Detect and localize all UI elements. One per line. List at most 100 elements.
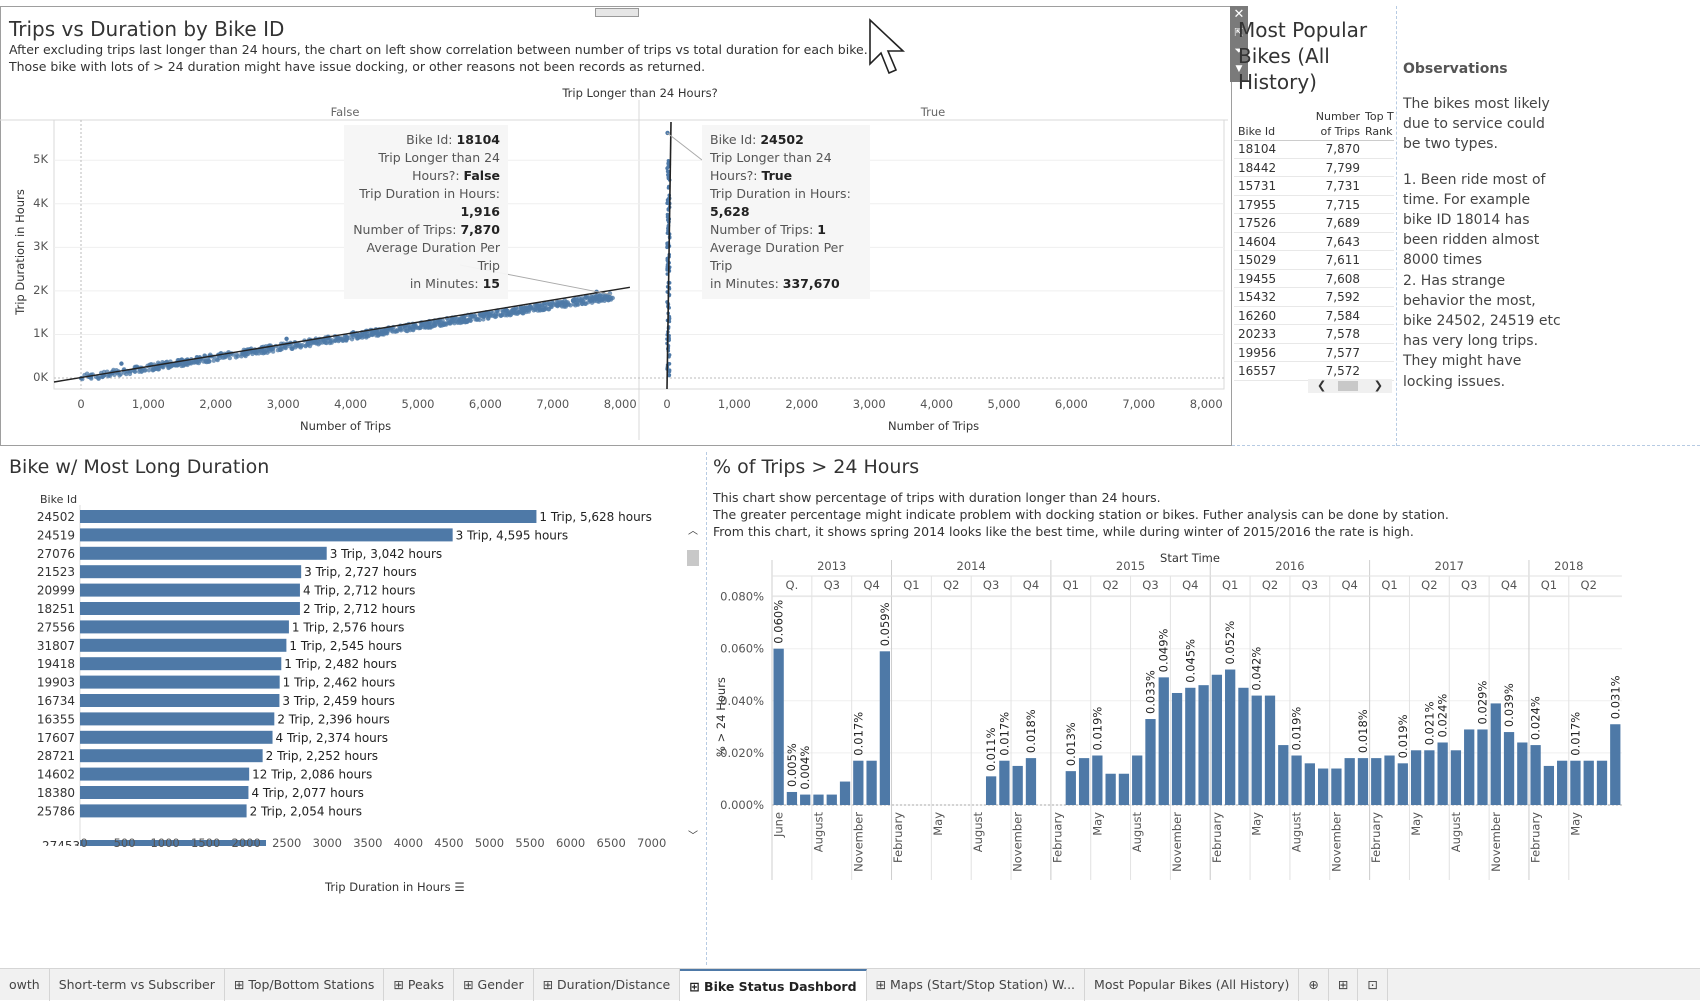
tab-top-bottom-stations[interactable]: ⊞ Top/Bottom Stations [225,968,385,1001]
tab-bike-status-dashboard[interactable]: ⊞ Bike Status Dashbord [680,968,867,1001]
pct-bar [1557,760,1568,805]
tab-peaks[interactable]: ⊞ Peaks [384,968,455,1001]
scatter-point [99,374,104,379]
pct-bar [866,760,877,805]
popular-hscroll[interactable]: ❮ ❯ [1308,379,1392,393]
longduration-xtick: 500 [113,836,136,850]
longduration-xtick: 7000 [637,836,667,850]
popular-row[interactable]: 20233 7,578 [1234,325,1394,344]
scatter-point [462,314,467,320]
popular-bike-id: 20233 [1238,327,1277,341]
popular-row[interactable]: 18104 7,870 [1234,140,1394,159]
scatter-point [665,214,670,218]
scatter-point [384,328,389,333]
popular-row[interactable]: 18442 7,799 [1234,159,1394,177]
scatter-xtick-right: 3,000 [852,397,886,411]
longduration-vscroll[interactable]: ︿ ﹀ [686,522,700,842]
pct-bar-label: 0.004% [798,746,812,790]
close-icon[interactable]: ✕ [1233,7,1245,22]
popular-row[interactable]: 19455 7,608 [1234,270,1394,288]
scatter-point [283,345,288,351]
scatter-point [207,359,212,364]
scatter-point [223,353,229,359]
pct-bar [1384,755,1395,805]
scatter-panel[interactable] [0,6,1232,446]
pct-month-label: February [891,812,905,863]
tab-duration-distance[interactable]: ⊞ Duration/Distance [534,968,681,1001]
longduration-xtick: 1500 [191,836,221,850]
scatter-point [270,346,275,352]
pct-bar-label: 0.060% [772,600,786,644]
tab-most-popular-bikes[interactable]: Most Popular Bikes (All History) [1085,968,1300,1001]
new-worksheet-icon[interactable]: ⊕ [1299,968,1329,1001]
longduration-bar-label: 12 Trip, 2,086 hours [252,768,372,782]
longduration-bar-label: 2 Trip, 2,396 hours [277,712,389,726]
tab-gender[interactable]: ⊞ Gender [454,968,534,1001]
pct-bar [1503,732,1515,805]
longduration-cutoff-row: 27453 [42,840,80,846]
pct-bar-label: 0.019% [1290,707,1304,751]
popular-row[interactable]: 15029 7,611 [1234,251,1394,270]
scatter-point [579,297,584,302]
scroll-right-icon[interactable]: ❯ [1373,379,1383,392]
scatter-point [398,328,404,333]
popular-row[interactable]: 17526 7,689 [1234,214,1394,233]
longduration-bike-id: 24519 [37,528,75,542]
pct-bar-label: 0.021% [1422,701,1436,745]
tab-short-term-vs-subscriber[interactable]: Short-term vs Subscriber [50,968,225,1001]
scroll-up-icon[interactable]: ︿ [688,526,698,537]
pct-bar [1397,763,1408,805]
popular-row[interactable]: 15432 7,592 [1234,288,1394,307]
scatter-point [665,166,669,171]
popular-row[interactable]: 16260 7,584 [1234,307,1394,325]
scatter-title: Trips vs Duration by Bike ID [9,17,285,41]
popular-row[interactable]: 16557 7,572 [1234,362,1394,381]
longduration-bar [80,620,289,634]
popular-bike-id: 16557 [1238,364,1277,378]
scatter-point [227,355,233,361]
scatter-xtick-left: 8,000 [603,397,637,411]
divider-horizontal [1232,445,1700,446]
scroll-down-icon[interactable]: ﹀ [688,831,698,842]
tab-maps[interactable]: ⊞ Maps (Start/Stop Station) W... [867,968,1086,1001]
expand-icon[interactable]: ⇱ [1234,26,1244,39]
scroll-thumb[interactable] [1338,381,1358,391]
scatter-xtick-left: 1,000 [131,397,165,411]
scatter-point [361,334,367,339]
scatter-point [447,320,453,326]
pct-month-label: May [1409,812,1423,836]
pct-bar-label: 0.018% [1356,709,1370,753]
pct-quarter-label: Q4 [863,578,879,592]
pct-bar-label: 0.029% [1475,681,1489,725]
scatter-ylabel: Trip Duration in Hours [13,189,27,315]
scroll-left-icon[interactable]: ❮ [1317,379,1327,392]
popular-row[interactable]: 14604 7,643 [1234,233,1394,251]
new-story-icon[interactable]: ⊡ [1358,968,1388,1001]
tooltip-bike-18104: Bike Id: 18104 Trip Longer than 24 Hours… [344,125,508,299]
scroll-thumb-vertical[interactable] [687,550,699,566]
scatter-point [119,361,124,366]
scatter-point [481,311,487,316]
scatter-point [666,176,671,181]
scatter-point [580,301,585,307]
scatter-point [667,373,672,377]
popular-row[interactable]: 15731 7,731 [1234,177,1394,196]
popular-trip-count: 7,608 [1325,271,1360,286]
longduration-bar [80,694,280,707]
scatter-point [433,323,438,328]
more-options-icon[interactable]: ▼ [1235,64,1243,74]
tab-growth[interactable]: owth [0,968,50,1001]
popular-row[interactable]: 17955 7,715 [1234,196,1394,214]
scatter-point [239,354,244,359]
filter-icon[interactable]: ⏷ [1234,44,1244,57]
sort-icon[interactable]: ☰ [454,880,465,894]
scatter-point [230,352,236,357]
longduration-bar-label: 1 Trip, 2,482 hours [284,657,396,671]
panel-drag-handle[interactable] [595,8,639,17]
popular-row[interactable]: 19956 7,577 [1234,344,1394,362]
dashboard-icon: ⊞ [233,976,249,992]
scatter-point [667,353,672,357]
scatter-xtick-left: 4,000 [334,397,368,411]
new-dashboard-icon[interactable]: ⊞ [1329,968,1359,1001]
pct-year-label: 2016 [1275,560,1304,573]
